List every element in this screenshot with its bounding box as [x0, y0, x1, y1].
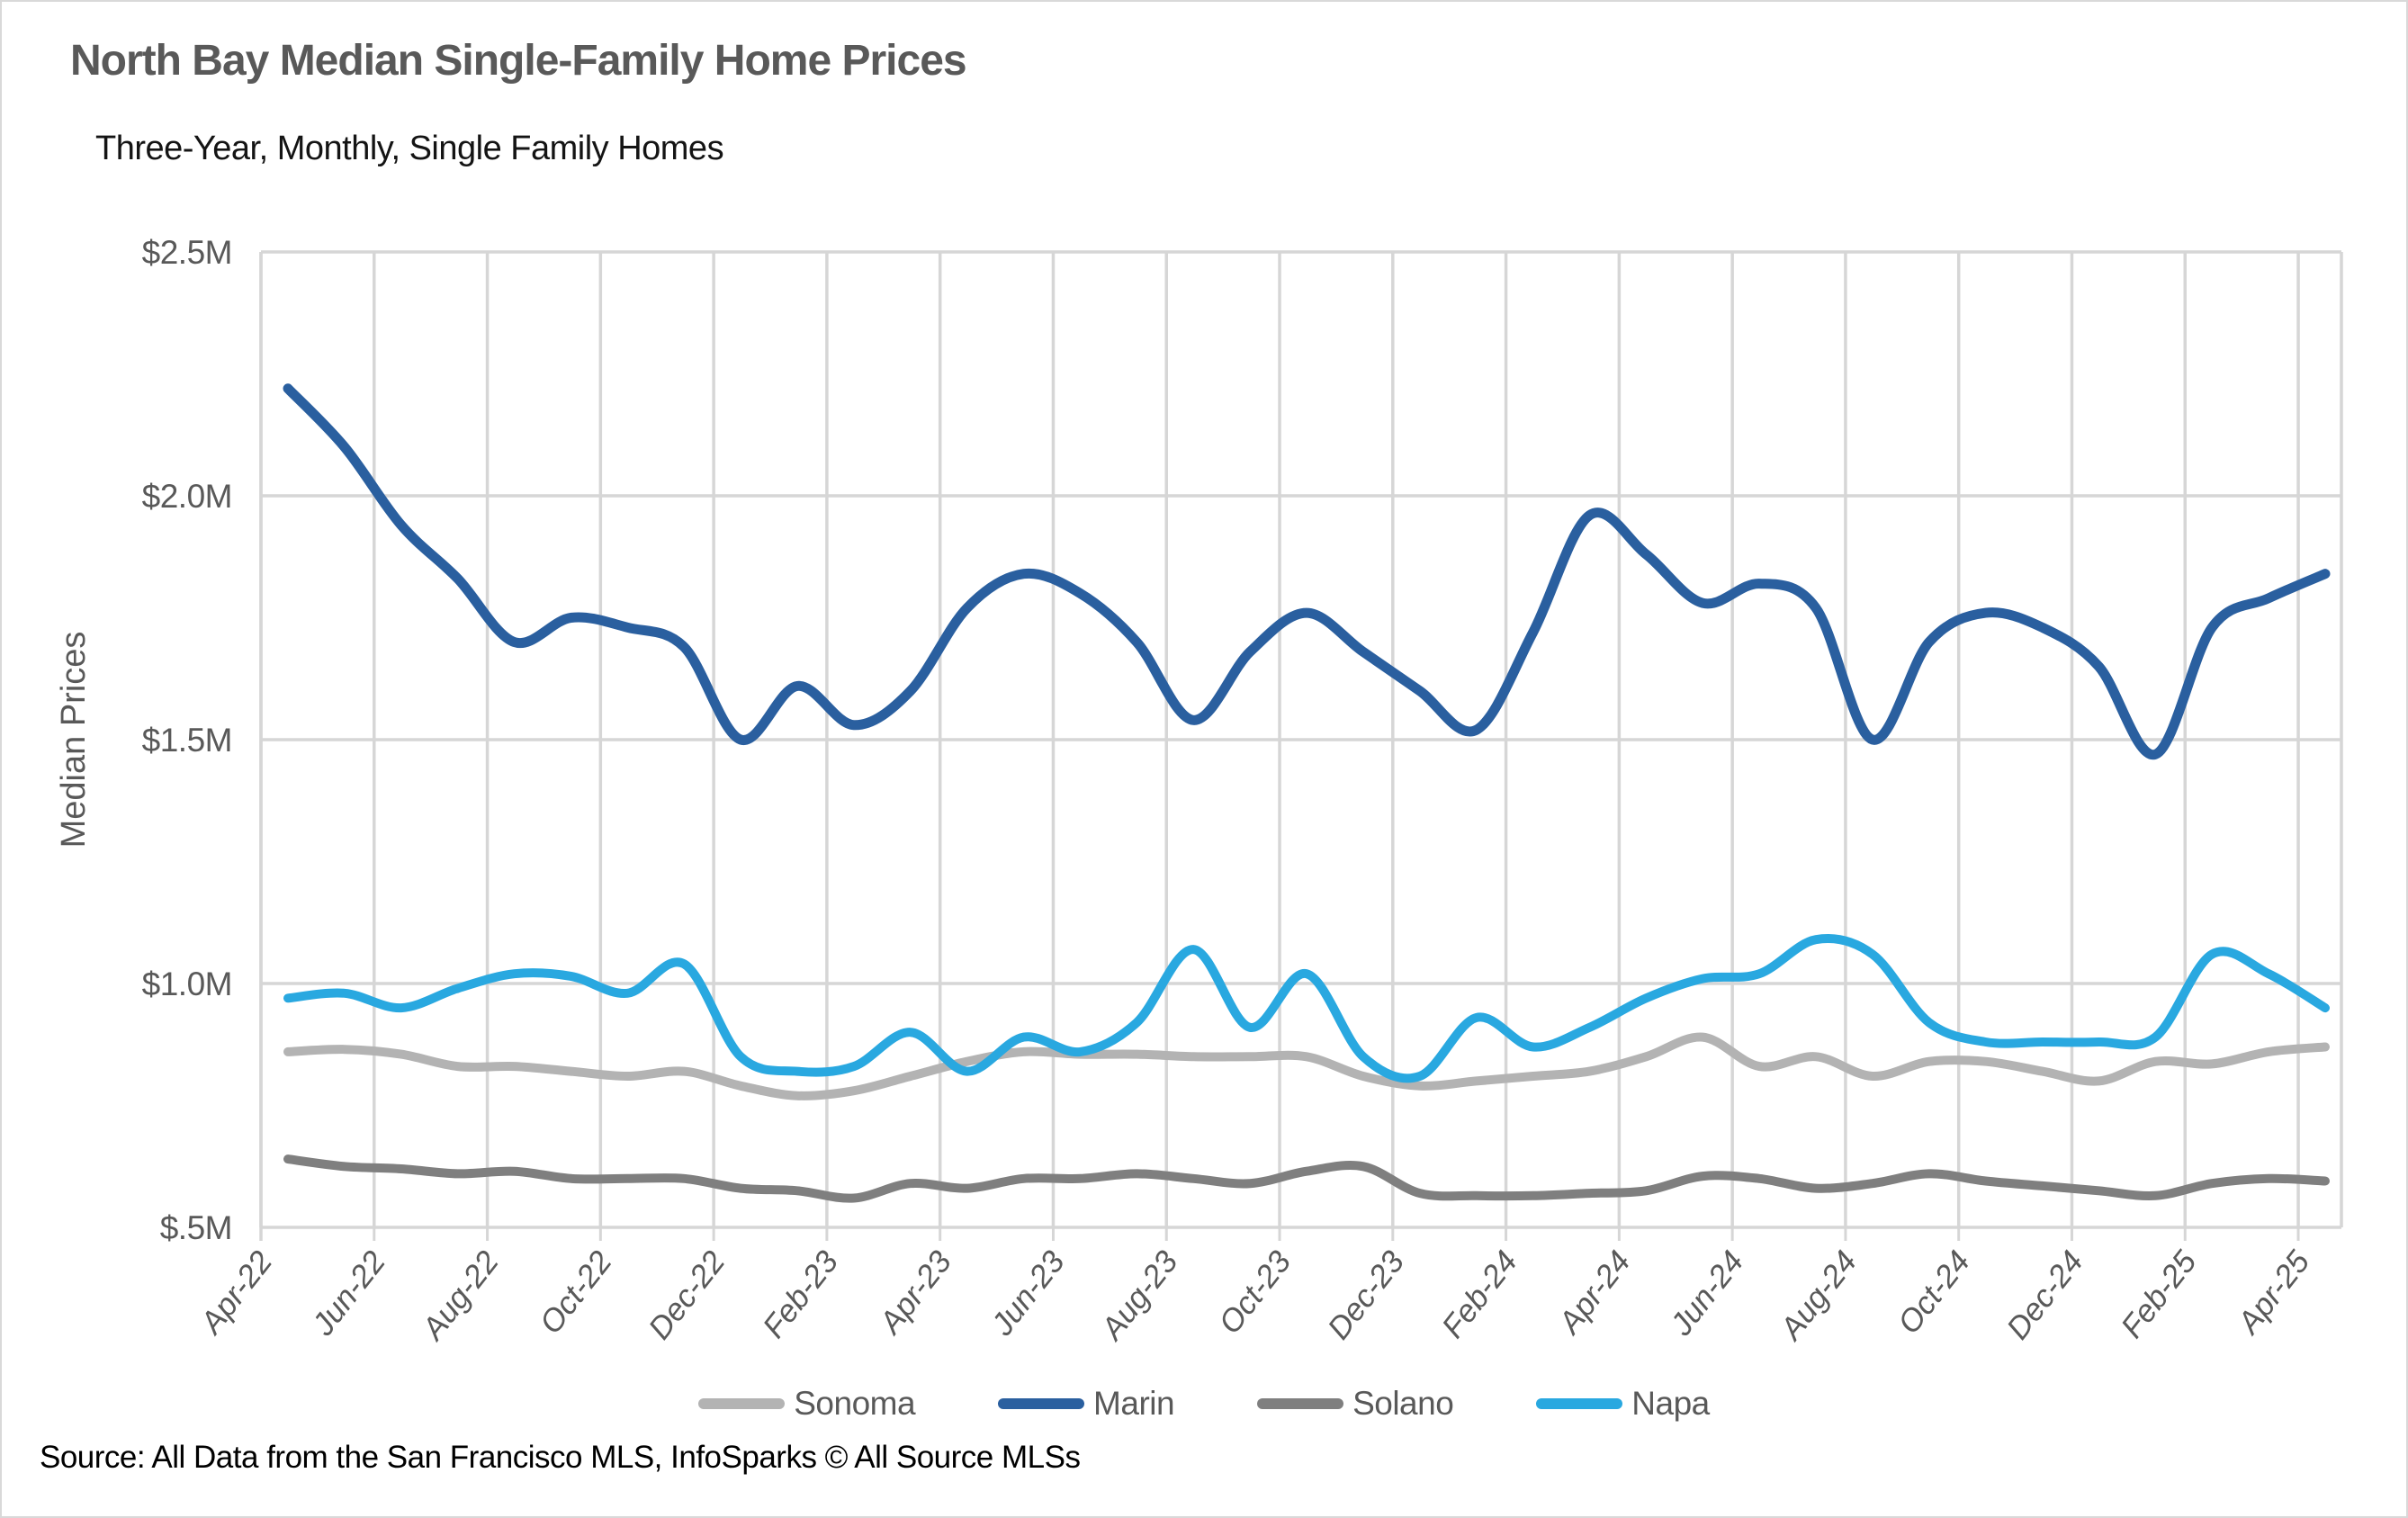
- series-line-sonoma: [283, 1032, 2330, 1100]
- y-tick-label: $2.5M: [142, 234, 232, 271]
- series-line-marin: [283, 383, 2331, 759]
- x-tick-label: Jun-24: [1663, 1244, 1750, 1343]
- x-tick-label: Oct-23: [1212, 1244, 1298, 1341]
- x-tick-label: Dec-23: [1321, 1244, 1412, 1345]
- chart-title: North Bay Median Single-Family Home Pric…: [70, 37, 967, 85]
- x-tick-label: Dec-22: [642, 1244, 732, 1346]
- x-tick-label: Apr-25: [2230, 1244, 2317, 1341]
- legend-label: Napa: [1631, 1385, 1710, 1422]
- x-tick-label: Apr-24: [1550, 1244, 1637, 1342]
- x-tick-label: Oct-24: [1891, 1244, 1977, 1341]
- legend-item-napa: Napa: [1536, 1385, 1710, 1423]
- x-tick-label: Jun-22: [305, 1244, 392, 1343]
- x-tick-label: Feb-23: [756, 1244, 845, 1345]
- source-attribution: Source: All Data from the San Francisco …: [40, 1440, 1081, 1475]
- legend-item-sonoma: Sonoma: [698, 1385, 916, 1423]
- series-line-napa: [283, 934, 2330, 1083]
- x-tick-label: Apr-22: [193, 1244, 279, 1342]
- x-tick-label: Jun-23: [984, 1244, 1073, 1343]
- legend-swatch-sonoma: [698, 1398, 786, 1409]
- y-tick-label: $2.0M: [142, 478, 232, 515]
- legend-swatch-solano: [1257, 1398, 1344, 1409]
- chart-subtitle: Three-Year, Monthly, Single Family Homes: [95, 130, 724, 167]
- legend-swatch-marin: [998, 1398, 1085, 1409]
- x-tick-label: Feb-25: [2115, 1244, 2204, 1345]
- y-tick-label: $1.5M: [142, 722, 232, 759]
- x-tick-label: Dec-24: [2000, 1244, 2090, 1346]
- legend-item-marin: Marin: [998, 1385, 1175, 1423]
- chart-legend: Sonoma Marin Solano Napa: [2, 1382, 2406, 1425]
- x-tick-label: Apr-23: [872, 1244, 959, 1341]
- series-line-solano: [283, 1154, 2330, 1203]
- y-tick-label: $.5M: [160, 1209, 232, 1246]
- legend-label: Solano: [1352, 1385, 1454, 1422]
- legend-label: Marin: [1093, 1385, 1175, 1422]
- x-tick-label: Oct-22: [533, 1244, 618, 1341]
- y-tick-label: $1.0M: [142, 966, 232, 1002]
- x-tick-label: Aug-23: [1093, 1244, 1185, 1348]
- legend-swatch-napa: [1536, 1398, 1623, 1409]
- x-tick-label: Aug-24: [1773, 1244, 1864, 1348]
- legend-item-solano: Solano: [1257, 1385, 1454, 1423]
- x-tick-label: Aug-22: [414, 1244, 505, 1348]
- legend-label: Sonoma: [794, 1385, 916, 1422]
- y-axis-title: Median Prices: [55, 632, 93, 849]
- x-tick-label: Feb-24: [1435, 1244, 1524, 1344]
